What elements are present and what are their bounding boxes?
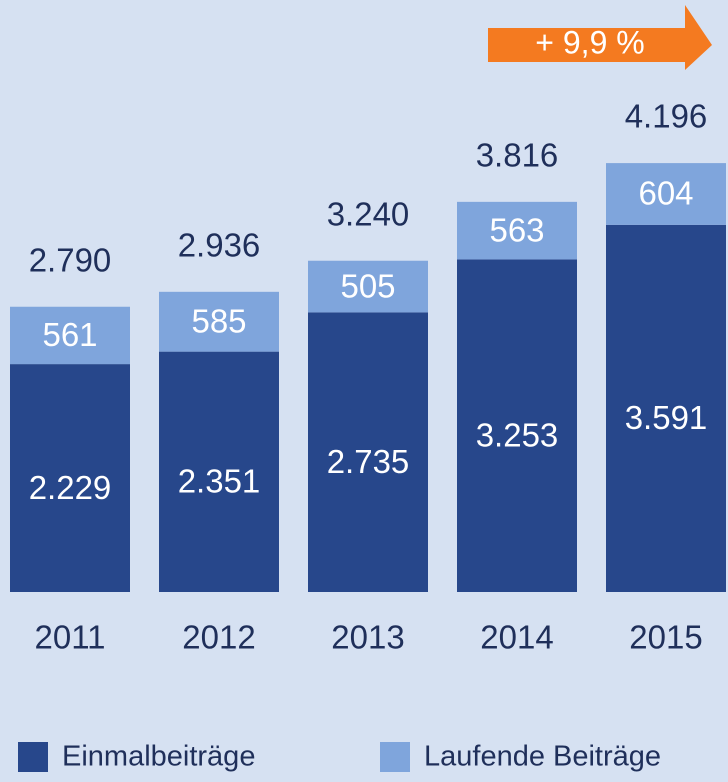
bar-segment — [457, 201, 577, 260]
value-label: 3.253 — [476, 416, 559, 453]
total-label: 3.816 — [476, 137, 559, 174]
total-label: 2.790 — [29, 241, 112, 278]
x-tick-label: 2011 — [35, 619, 106, 656]
total-label: 3.240 — [327, 195, 410, 232]
total-label: 2.936 — [178, 227, 261, 264]
value-label: 2.735 — [327, 443, 410, 480]
bar-segment — [10, 306, 130, 365]
bar-segment — [308, 312, 428, 592]
bar-segment — [457, 259, 577, 592]
growth-arrow — [488, 5, 712, 70]
value-label: 2.351 — [178, 463, 261, 500]
value-label: 2.229 — [29, 469, 112, 506]
value-label: 585 — [191, 302, 246, 339]
x-tick-label: 2014 — [480, 619, 553, 656]
total-label: 4.196 — [625, 98, 708, 135]
value-label: 604 — [638, 175, 693, 212]
legend-label: Einmalbeiträge — [62, 741, 255, 773]
value-label: 505 — [340, 267, 395, 304]
legend-swatch — [380, 742, 410, 772]
x-tick-label: 2015 — [629, 619, 702, 656]
value-label: 561 — [42, 316, 97, 353]
bar-segment — [606, 163, 726, 225]
value-label: 563 — [489, 211, 544, 248]
bar-segment — [10, 364, 130, 592]
bar-segment — [159, 291, 279, 352]
bar-segment — [159, 351, 279, 592]
legend-swatch — [18, 742, 48, 772]
x-tick-label: 2012 — [182, 619, 255, 656]
x-tick-label: 2013 — [331, 619, 404, 656]
value-label: 3.591 — [625, 399, 708, 436]
bar-segment — [606, 224, 726, 592]
legend-label: Laufende Beiträge — [424, 741, 661, 773]
bar-segment — [308, 260, 428, 313]
growth-annotation: + 9,9 % — [535, 24, 644, 60]
